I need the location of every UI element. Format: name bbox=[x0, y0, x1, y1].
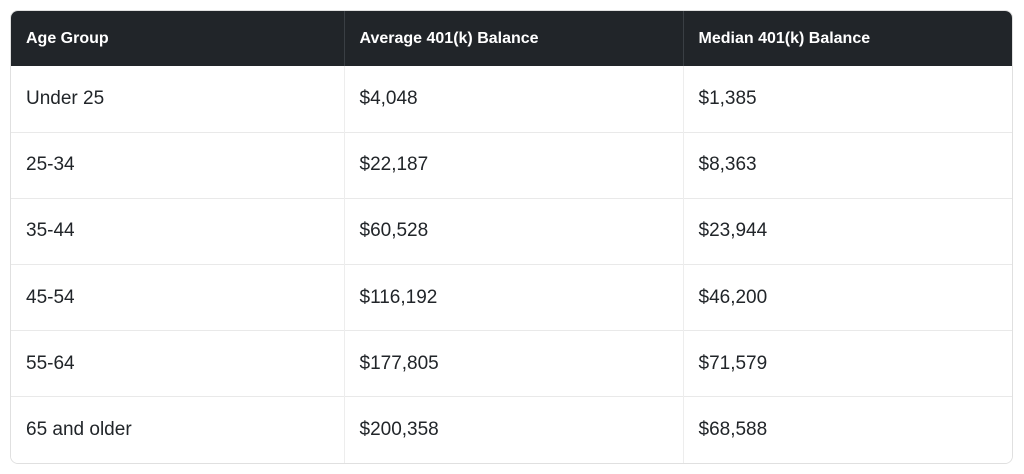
header-cell-age-group: Age Group bbox=[11, 11, 344, 66]
cell-age-group: Under 25 bbox=[11, 66, 344, 133]
balance-table-container: Age Group Average 401(k) Balance Median … bbox=[10, 10, 1013, 464]
cell-age-group: 55-64 bbox=[11, 330, 344, 397]
cell-median-balance: $68,588 bbox=[682, 396, 1012, 463]
cell-average-balance: $200,358 bbox=[343, 396, 683, 463]
header-cell-average-balance: Average 401(k) Balance bbox=[343, 11, 683, 66]
table-body: Under 25 $4,048 $1,385 25-34 $22,187 $8,… bbox=[11, 66, 1012, 463]
cell-average-balance: $177,805 bbox=[343, 330, 683, 397]
cell-average-balance: $22,187 bbox=[343, 131, 683, 199]
table-row: 25-34 $22,187 $8,363 bbox=[11, 131, 1012, 199]
cell-age-group: 45-54 bbox=[11, 263, 344, 331]
header-row: Age Group Average 401(k) Balance Median … bbox=[11, 11, 1012, 66]
cell-median-balance: $46,200 bbox=[682, 263, 1012, 331]
401k-balance-table: Age Group Average 401(k) Balance Median … bbox=[11, 11, 1012, 463]
cell-median-balance: $23,944 bbox=[682, 197, 1012, 265]
cell-age-group: 25-34 bbox=[11, 131, 344, 199]
cell-median-balance: $8,363 bbox=[682, 131, 1012, 199]
cell-average-balance: $60,528 bbox=[343, 197, 683, 265]
cell-average-balance: $4,048 bbox=[343, 66, 683, 133]
cell-age-group: 35-44 bbox=[11, 197, 344, 265]
table-row: 65 and older $200,358 $68,588 bbox=[11, 396, 1012, 463]
table-row: 45-54 $116,192 $46,200 bbox=[11, 263, 1012, 331]
table-row: 55-64 $177,805 $71,579 bbox=[11, 330, 1012, 397]
table-header: Age Group Average 401(k) Balance Median … bbox=[11, 11, 1012, 66]
header-cell-median-balance: Median 401(k) Balance bbox=[682, 11, 1012, 66]
cell-median-balance: $71,579 bbox=[682, 330, 1012, 397]
cell-average-balance: $116,192 bbox=[343, 263, 683, 331]
cell-median-balance: $1,385 bbox=[682, 66, 1012, 133]
table-row: 35-44 $60,528 $23,944 bbox=[11, 197, 1012, 265]
table-row: Under 25 $4,048 $1,385 bbox=[11, 66, 1012, 133]
cell-age-group: 65 and older bbox=[11, 396, 344, 463]
